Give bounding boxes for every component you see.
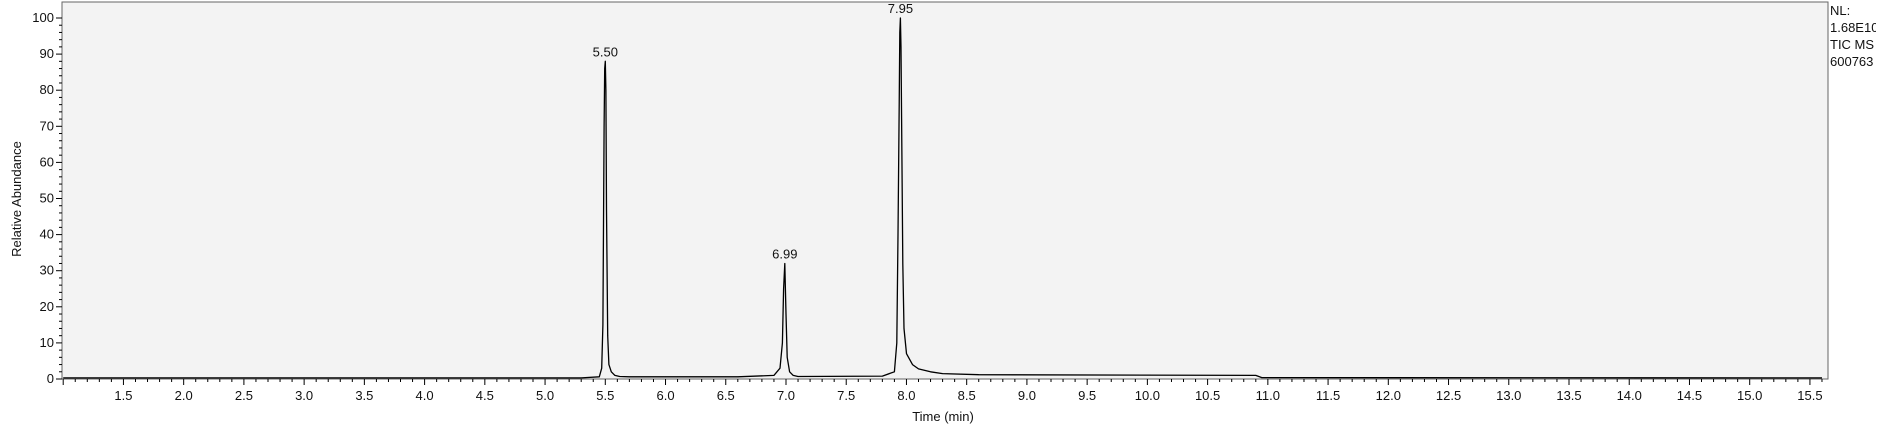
x-tick-label: 14.5 bbox=[1677, 388, 1702, 403]
x-tick-label: 12.0 bbox=[1376, 388, 1401, 403]
x-tick-label: 13.0 bbox=[1496, 388, 1521, 403]
y-axis-label: Relative Abundance bbox=[9, 141, 24, 257]
x-tick-label: 15.0 bbox=[1737, 388, 1762, 403]
x-tick-label: 14.0 bbox=[1617, 388, 1642, 403]
x-tick-label: 4.0 bbox=[416, 388, 434, 403]
y-tick-label: 80 bbox=[40, 82, 54, 97]
y-tick-label: 70 bbox=[40, 118, 54, 133]
plot-area bbox=[61, 1, 1829, 380]
y-tick-label: 40 bbox=[40, 227, 54, 242]
y-tick-label: 60 bbox=[40, 154, 54, 169]
x-tick-label: 15.5 bbox=[1797, 388, 1822, 403]
y-tick-label: 30 bbox=[40, 263, 54, 278]
x-tick-label: 3.0 bbox=[295, 388, 313, 403]
y-tick-label: 100 bbox=[32, 10, 54, 25]
x-tick-label: 6.5 bbox=[717, 388, 735, 403]
x-tick-label: 7.0 bbox=[777, 388, 795, 403]
x-tick-label: 7.5 bbox=[837, 388, 855, 403]
x-tick-label: 8.5 bbox=[958, 388, 976, 403]
nl-label: NL: bbox=[1830, 3, 1851, 18]
x-tick-label: 2.5 bbox=[235, 388, 253, 403]
y-tick-label: 0 bbox=[47, 371, 54, 386]
peak-label: 5.50 bbox=[593, 44, 618, 59]
peak-label: 6.99 bbox=[772, 246, 797, 261]
peak-labels: 5.50 6.99 7.95 bbox=[593, 1, 913, 261]
x-tick-label: 9.5 bbox=[1078, 388, 1096, 403]
y-axis: 0 10 20 30 40 50 60 70 80 90 100 bbox=[32, 10, 62, 386]
y-tick-label: 90 bbox=[40, 46, 54, 61]
x-tick-label: 1.5 bbox=[114, 388, 132, 403]
x-tick-label: 8.0 bbox=[897, 388, 915, 403]
x-tick-label: 2.0 bbox=[175, 388, 193, 403]
normalization-info: NL: 1.68E10 TIC MS 600763 bbox=[1830, 2, 1876, 70]
x-tick-label: 5.0 bbox=[536, 388, 554, 403]
x-tick-label: 13.5 bbox=[1556, 388, 1581, 403]
x-tick-label: 11.5 bbox=[1316, 388, 1340, 403]
y-tick-label: 50 bbox=[40, 191, 54, 206]
x-axis: 1.5 2.0 2.5 3.0 3.5 4.0 4.5 5.0 5.5 6.0 6.5 7.0 7.5 8… bbox=[62, 379, 1823, 403]
nl-scan-type: TIC MS bbox=[1830, 37, 1875, 52]
x-tick-label: 10.5 bbox=[1195, 388, 1220, 403]
nl-value: 1.68E10 bbox=[1830, 20, 1876, 35]
x-tick-label: 5.5 bbox=[596, 388, 614, 403]
x-tick-label: 6.0 bbox=[656, 388, 674, 403]
x-tick-label: 11.0 bbox=[1256, 388, 1280, 403]
x-axis-label: Time (min) bbox=[912, 409, 974, 424]
nl-filename: 600763 bbox=[1830, 54, 1874, 69]
peak-label: 7.95 bbox=[888, 1, 913, 16]
x-tick-label: 3.5 bbox=[355, 388, 373, 403]
x-tick-label: 10.0 bbox=[1135, 388, 1160, 403]
y-tick-label: 20 bbox=[40, 299, 54, 314]
x-tick-label: 12.5 bbox=[1436, 388, 1461, 403]
x-tick-label: 9.0 bbox=[1018, 388, 1036, 403]
x-tick-label: 4.5 bbox=[476, 388, 494, 403]
chromatogram-trace bbox=[63, 17, 1823, 379]
y-tick-label: 10 bbox=[40, 335, 54, 350]
